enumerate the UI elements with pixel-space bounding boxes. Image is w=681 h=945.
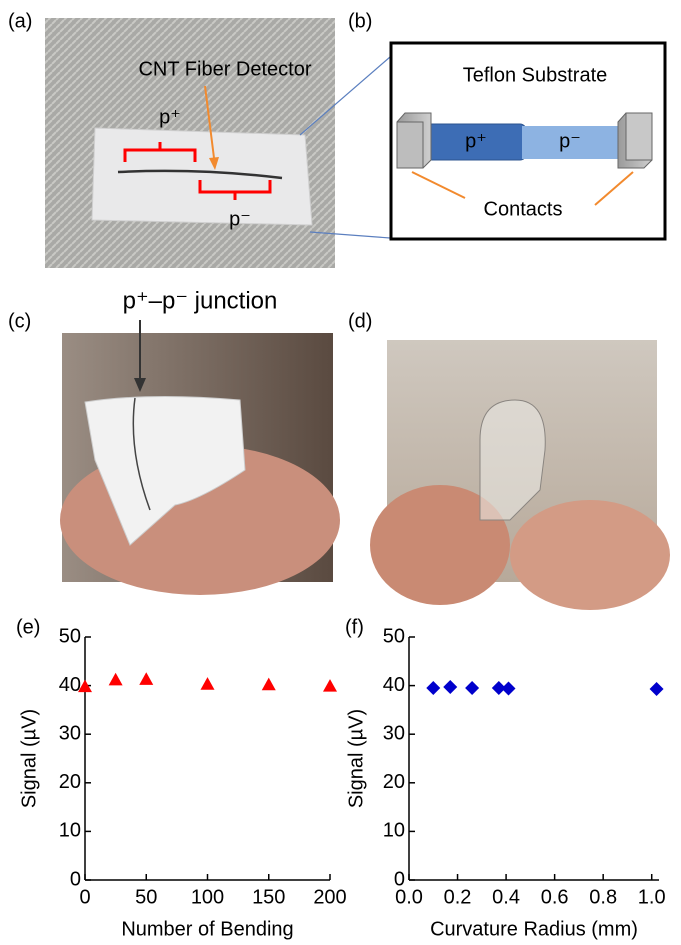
- y-tick-label: 30: [59, 722, 81, 744]
- y-tick-label: 10: [383, 820, 405, 842]
- y-axis-label: Signal (µV): [345, 709, 367, 808]
- annotation: p⁻: [229, 208, 251, 230]
- y-tick-label: 10: [59, 820, 81, 842]
- figure: CNT Fiber Detector p⁺ p⁻ Teflon Substrat…: [0, 0, 681, 945]
- contact-left: [397, 113, 431, 168]
- x-tick-label: 0.2: [444, 886, 472, 908]
- data-point: [201, 677, 215, 690]
- x-tick-label: 100: [191, 886, 224, 908]
- panel-label: (f): [345, 616, 364, 638]
- data-point: [109, 673, 123, 686]
- page: {"panel_labels": ["(a)", "(b)", "(c)", "…: [0, 0, 681, 945]
- panel-label: (e): [16, 616, 40, 638]
- y-tick-label: 20: [383, 771, 405, 793]
- annotation: p⁺–p⁻ junction: [123, 287, 278, 314]
- x-tick-label: 200: [313, 886, 346, 908]
- panel-label: (d): [348, 310, 372, 332]
- y-tick-label: 40: [383, 674, 405, 696]
- x-tick-label: 150: [252, 886, 285, 908]
- x-tick-label: 0.6: [541, 886, 569, 908]
- y-tick-label: 20: [59, 771, 81, 793]
- data-point: [443, 680, 457, 694]
- y-tick-label: 50: [383, 625, 405, 647]
- data-point: [502, 682, 516, 696]
- panel-label: (b): [348, 10, 372, 32]
- x-axis-label: Curvature Radius (mm): [430, 918, 638, 940]
- x-tick-label: 50: [135, 886, 157, 908]
- x-axis-label: Number of Bending: [121, 918, 293, 940]
- annotation: p⁺: [159, 106, 181, 128]
- annotation: Teflon Substrate: [463, 64, 608, 86]
- y-axis-label: Signal (µV): [18, 709, 40, 808]
- x-tick-label: 0.4: [492, 886, 520, 908]
- panel-label: (c): [8, 310, 31, 332]
- data-point: [262, 678, 276, 691]
- data-point: [139, 672, 153, 685]
- x-tick-label: 0: [79, 886, 90, 908]
- data-point: [465, 681, 479, 695]
- x-tick-label: 0.8: [589, 886, 617, 908]
- annotation: p⁻: [559, 130, 581, 152]
- data-point: [426, 681, 440, 695]
- annotation: p⁺: [465, 130, 487, 152]
- data-point: [323, 679, 337, 692]
- annotation: Contacts: [484, 198, 563, 220]
- y-tick-label: 30: [383, 722, 405, 744]
- panel-label: (a): [8, 10, 32, 32]
- y-tick-label: 50: [59, 625, 81, 647]
- data-point: [650, 682, 664, 696]
- y-tick-label: 40: [59, 674, 81, 696]
- contact-right: [618, 113, 652, 168]
- finger: [510, 500, 670, 610]
- x-tick-label: 1.0: [638, 886, 666, 908]
- x-tick-label: 0.0: [395, 886, 423, 908]
- annotation: CNT Fiber Detector: [138, 58, 311, 80]
